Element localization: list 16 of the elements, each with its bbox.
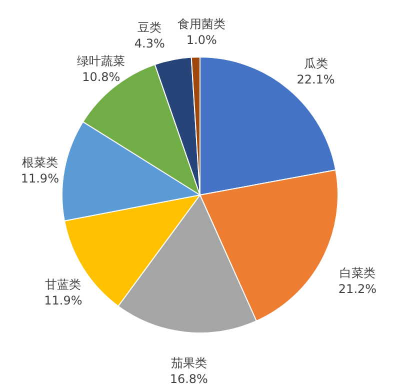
- slice-label: 食用菌类: [178, 17, 226, 32]
- slice-label: 绿叶蔬菜: [77, 54, 126, 68]
- data-label: 21.2%: [338, 282, 377, 296]
- slice-label: 茄果类: [170, 356, 207, 370]
- data-label: 10.8%: [82, 70, 120, 84]
- data-label: 11.9%: [20, 172, 59, 186]
- slice-label: 甘蓝类: [45, 278, 82, 292]
- data-label: 16.8%: [170, 372, 208, 386]
- data-label: 4.3%: [134, 36, 165, 50]
- data-label: 22.1%: [296, 72, 335, 86]
- data-label: 11.9%: [44, 294, 82, 308]
- data-label: 1.0%: [186, 33, 217, 48]
- slice-label: 瓜类: [304, 56, 328, 70]
- slice-label: 根菜类: [22, 156, 58, 170]
- slice-label: 豆类: [138, 20, 162, 34]
- slice-label: 白菜类: [339, 266, 376, 280]
